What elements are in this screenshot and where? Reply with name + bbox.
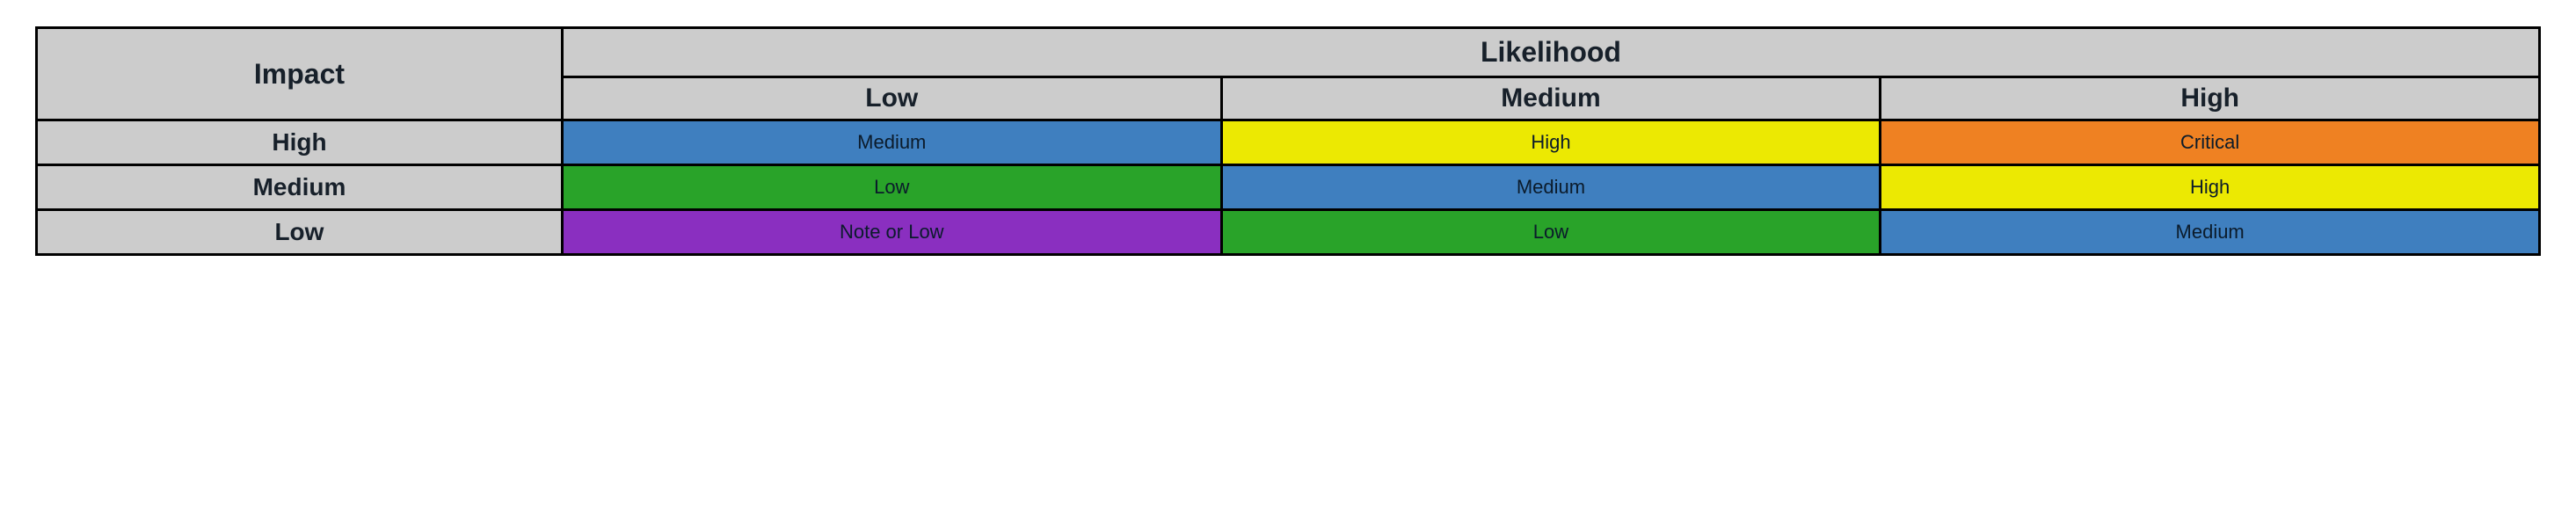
risk-cell: High (1221, 120, 1881, 165)
likelihood-header: Likelihood (562, 28, 2539, 77)
impact-low-header: Low (37, 210, 563, 255)
risk-matrix-container: Impact Likelihood Low Medium High High M… (0, 0, 2576, 282)
likelihood-low-header: Low (562, 77, 1221, 120)
risk-cell: Low (562, 165, 1221, 210)
risk-cell: Medium (1881, 210, 2540, 255)
impact-high-header: High (37, 120, 563, 165)
risk-matrix-table: Impact Likelihood Low Medium High High M… (35, 26, 2541, 256)
impact-medium-header: Medium (37, 165, 563, 210)
risk-cell: Medium (1221, 165, 1881, 210)
table-row: High Medium High Critical (37, 120, 2540, 165)
table-row: Medium Low Medium High (37, 165, 2540, 210)
likelihood-high-header: High (1881, 77, 2540, 120)
risk-cell: Medium (562, 120, 1221, 165)
impact-header: Impact (37, 28, 563, 120)
risk-cell: Low (1221, 210, 1881, 255)
likelihood-medium-header: Medium (1221, 77, 1881, 120)
risk-cell: Note or Low (562, 210, 1221, 255)
risk-cell: Critical (1881, 120, 2540, 165)
risk-cell: High (1881, 165, 2540, 210)
table-row: Low Note or Low Low Medium (37, 210, 2540, 255)
